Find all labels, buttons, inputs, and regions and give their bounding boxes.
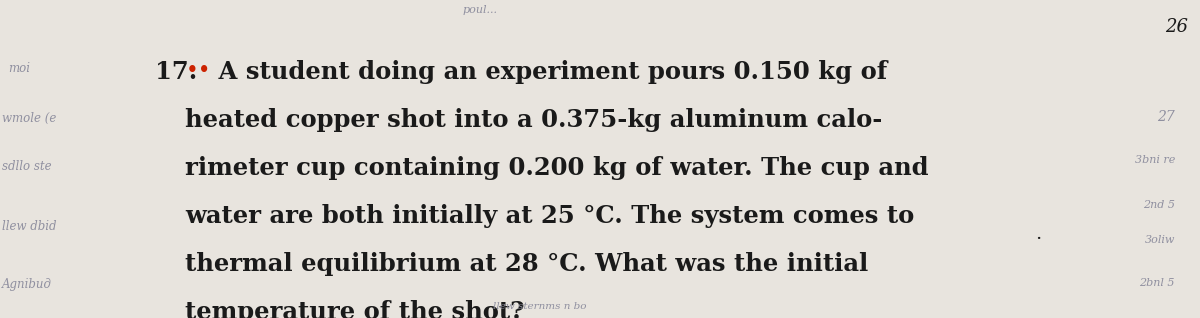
Text: 26: 26 bbox=[1165, 18, 1188, 36]
Text: ••: •• bbox=[186, 60, 211, 82]
Text: Agnibuд: Agnibuд bbox=[2, 278, 52, 291]
Text: 2nd 5: 2nd 5 bbox=[1142, 200, 1175, 210]
Text: .: . bbox=[1034, 225, 1042, 243]
Text: 17.: 17. bbox=[155, 60, 197, 84]
Text: thermal equilibrium at 28 °C. What was the initial: thermal equilibrium at 28 °C. What was t… bbox=[185, 252, 869, 276]
Text: 27: 27 bbox=[1157, 110, 1175, 124]
Text: A student doing an experiment pours 0.150 kg of: A student doing an experiment pours 0.15… bbox=[210, 60, 887, 84]
Text: temperature of the shot?: temperature of the shot? bbox=[185, 300, 524, 318]
Text: moi: moi bbox=[8, 62, 30, 75]
Text: heated copper shot into a 0.375-kg aluminum calo-: heated copper shot into a 0.375-kg alumi… bbox=[185, 108, 882, 132]
Text: water are both initially at 25 °C. The system comes to: water are both initially at 25 °C. The s… bbox=[185, 204, 914, 228]
Text: 3bni re: 3bni re bbox=[1135, 155, 1175, 165]
Text: poul...: poul... bbox=[462, 5, 498, 15]
Text: wmole (е: wmole (е bbox=[2, 112, 56, 125]
Text: llew sternms n bo: llew sternms n bo bbox=[493, 302, 587, 311]
Text: llew dbid: llew dbid bbox=[2, 220, 56, 233]
Text: rimeter cup containing 0.200 kg of water. The cup and: rimeter cup containing 0.200 kg of water… bbox=[185, 156, 929, 180]
Text: 3oliw: 3oliw bbox=[1145, 235, 1175, 245]
Text: sdllo ste: sdllo ste bbox=[2, 160, 52, 173]
Text: 2bnl 5: 2bnl 5 bbox=[1140, 278, 1175, 288]
